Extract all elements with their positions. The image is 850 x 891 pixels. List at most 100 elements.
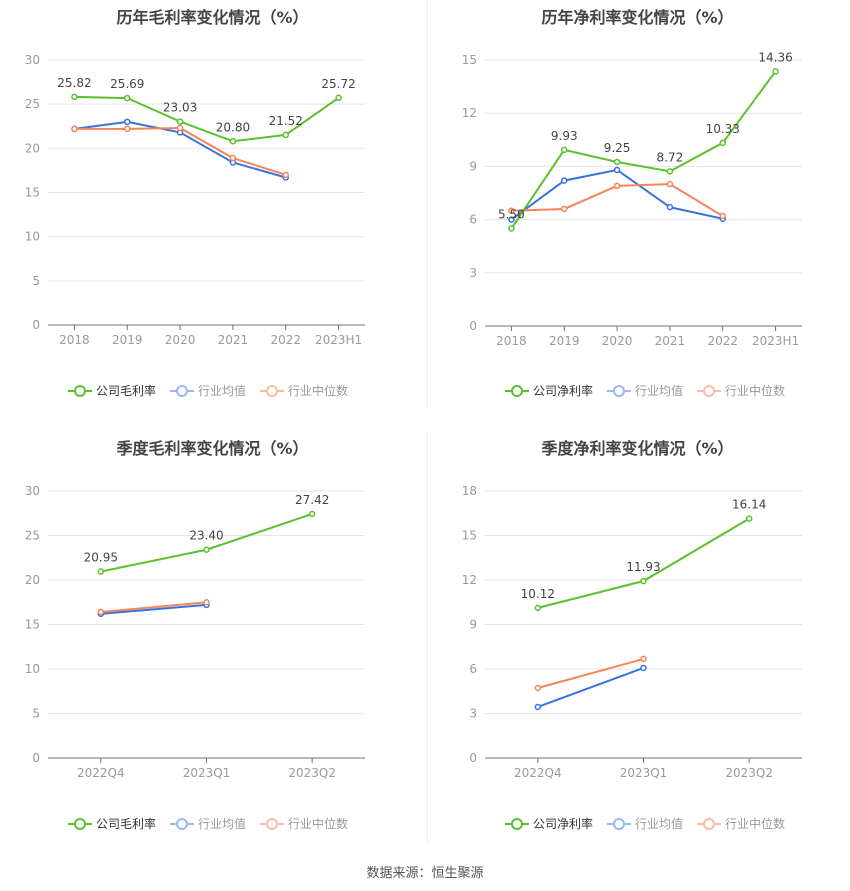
data-point <box>282 131 289 139</box>
data-point <box>719 139 726 147</box>
data-label: 16.14 <box>732 498 766 512</box>
legend-item-company[interactable]: 公司毛利率 <box>68 815 156 832</box>
legend-label: 公司净利率 <box>533 817 594 831</box>
legend-item-company[interactable]: 公司毛利率 <box>68 382 156 399</box>
legend-label: 行业中位数 <box>725 817 786 831</box>
data-label: 8.72 <box>657 150 684 164</box>
legend-item-median[interactable]: 行业中位数 <box>260 815 348 832</box>
legend-line-circle-icon <box>260 384 285 397</box>
series-line-median <box>100 601 207 614</box>
data-point <box>508 207 515 214</box>
y-tick-label: 0 <box>32 751 40 765</box>
legend-item-avg[interactable]: 行业均值 <box>170 382 246 399</box>
data-point <box>203 546 210 553</box>
y-tick-label: 6 <box>469 662 477 676</box>
legend-label: 公司毛利率 <box>96 384 157 398</box>
legend-item-avg[interactable]: 行业均值 <box>170 815 246 832</box>
legend-item-company[interactable]: 公司净利率 <box>505 382 593 399</box>
y-tick-label: 12 <box>462 573 477 587</box>
x-tick-label: 2021 <box>218 333 249 347</box>
data-point <box>613 158 621 166</box>
chart-title-quarter-gross: 季度毛利率变化情况（%） <box>116 439 309 458</box>
y-tick-label: 25 <box>25 529 40 543</box>
legend-line-circle-icon <box>505 817 529 830</box>
legend-item-avg[interactable]: 行业均值 <box>607 382 683 399</box>
data-point <box>561 177 568 184</box>
legend-line-circle-icon <box>505 384 529 397</box>
data-label: 25.69 <box>110 77 144 91</box>
legend-line-circle-icon <box>68 817 92 830</box>
legend-label: 行业中位数 <box>288 384 349 398</box>
legend: 公司净利率 行业均值 行业中位数 <box>505 382 799 399</box>
x-tick-label: 2023Q1 <box>183 766 231 780</box>
legend-line-circle-icon <box>68 384 92 397</box>
data-point <box>508 216 515 223</box>
divider <box>427 0 428 408</box>
data-point <box>308 510 316 518</box>
data-point <box>561 146 568 154</box>
y-tick-label: 3 <box>469 707 477 721</box>
legend-item-avg[interactable]: 行业均值 <box>607 815 683 832</box>
data-point <box>71 93 78 101</box>
legend-item-median[interactable]: 行业中位数 <box>697 815 785 832</box>
x-tick-label: 2020 <box>602 334 633 348</box>
legend: 公司毛利率 行业均值 行业中位数 <box>68 815 362 832</box>
x-tick-label: 2023H1 <box>315 333 362 347</box>
chart-title-quarter-net: 季度净利率变化情况（%） <box>541 439 734 458</box>
series-line-company <box>100 513 313 573</box>
data-point <box>640 655 647 663</box>
x-tick-label: 2019 <box>112 333 143 347</box>
data-point <box>666 203 674 211</box>
legend-label: 公司净利率 <box>533 384 594 398</box>
data-point <box>229 138 237 145</box>
legend-line-circle-icon <box>697 384 722 397</box>
y-tick-label: 12 <box>462 106 477 120</box>
data-label: 14.36 <box>758 50 792 64</box>
data-point <box>124 125 131 133</box>
data-point <box>124 94 131 102</box>
y-tick-label: 5 <box>32 274 40 288</box>
data-point <box>203 599 210 606</box>
data-point <box>613 166 621 174</box>
series-line-company <box>510 70 777 230</box>
data-point <box>282 171 289 179</box>
divider <box>427 432 428 842</box>
x-tick-label: 2023Q2 <box>288 766 336 780</box>
y-tick-label: 0 <box>469 319 477 333</box>
legend-label: 行业均值 <box>198 817 247 831</box>
legend-line-circle-icon <box>170 384 195 397</box>
series-line-avg <box>100 603 207 615</box>
data-point <box>124 118 131 126</box>
x-tick-label: 2022 <box>707 334 738 348</box>
y-tick-label: 25 <box>25 97 40 111</box>
legend-item-median[interactable]: 行业中位数 <box>260 382 348 399</box>
data-point <box>640 664 647 672</box>
data-label: 9.25 <box>604 141 631 155</box>
series-line-avg <box>510 168 723 221</box>
x-tick-label: 2020 <box>165 333 196 347</box>
data-point <box>561 205 568 213</box>
y-tick-label: 10 <box>25 230 40 244</box>
legend-line-circle-icon <box>697 817 722 830</box>
y-tick-label: 30 <box>25 53 40 67</box>
y-tick-label: 30 <box>25 484 40 498</box>
data-point <box>745 515 753 522</box>
legend-item-company[interactable]: 公司净利率 <box>505 815 593 832</box>
y-tick-label: 5 <box>32 707 40 721</box>
data-point <box>719 212 726 220</box>
data-point <box>97 608 105 616</box>
y-tick-label: 10 <box>25 662 40 676</box>
x-tick-label: 2018 <box>496 334 527 348</box>
data-point <box>508 225 515 232</box>
legend-label: 公司毛利率 <box>96 817 157 831</box>
data-point <box>534 684 542 692</box>
legend-item-median[interactable]: 行业中位数 <box>697 382 785 399</box>
y-tick-label: 6 <box>469 213 477 227</box>
data-point <box>97 568 105 575</box>
data-label: 27.42 <box>295 493 329 507</box>
legend-label: 行业均值 <box>198 384 247 398</box>
y-tick-label: 0 <box>469 751 477 765</box>
y-tick-label: 20 <box>25 573 40 587</box>
chart-title-annual-net: 历年净利率变化情况（%） <box>541 8 734 27</box>
data-point <box>71 125 78 133</box>
